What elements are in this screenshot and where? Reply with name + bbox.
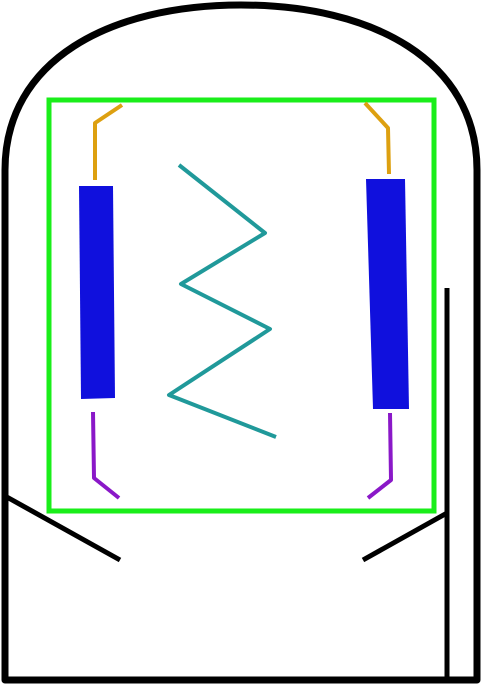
base-bracket-right [361, 510, 449, 563]
anode-plate-left [79, 186, 115, 399]
lead-bottom-right [366, 412, 393, 500]
base-bracket-left [3, 493, 122, 563]
anode-plate-right [366, 179, 409, 409]
lead-bottom-left [91, 411, 121, 500]
lead-top-left [93, 103, 124, 180]
filament-zigzag [167, 163, 277, 439]
support-frame [46, 97, 437, 514]
lead-top-right [363, 101, 391, 175]
